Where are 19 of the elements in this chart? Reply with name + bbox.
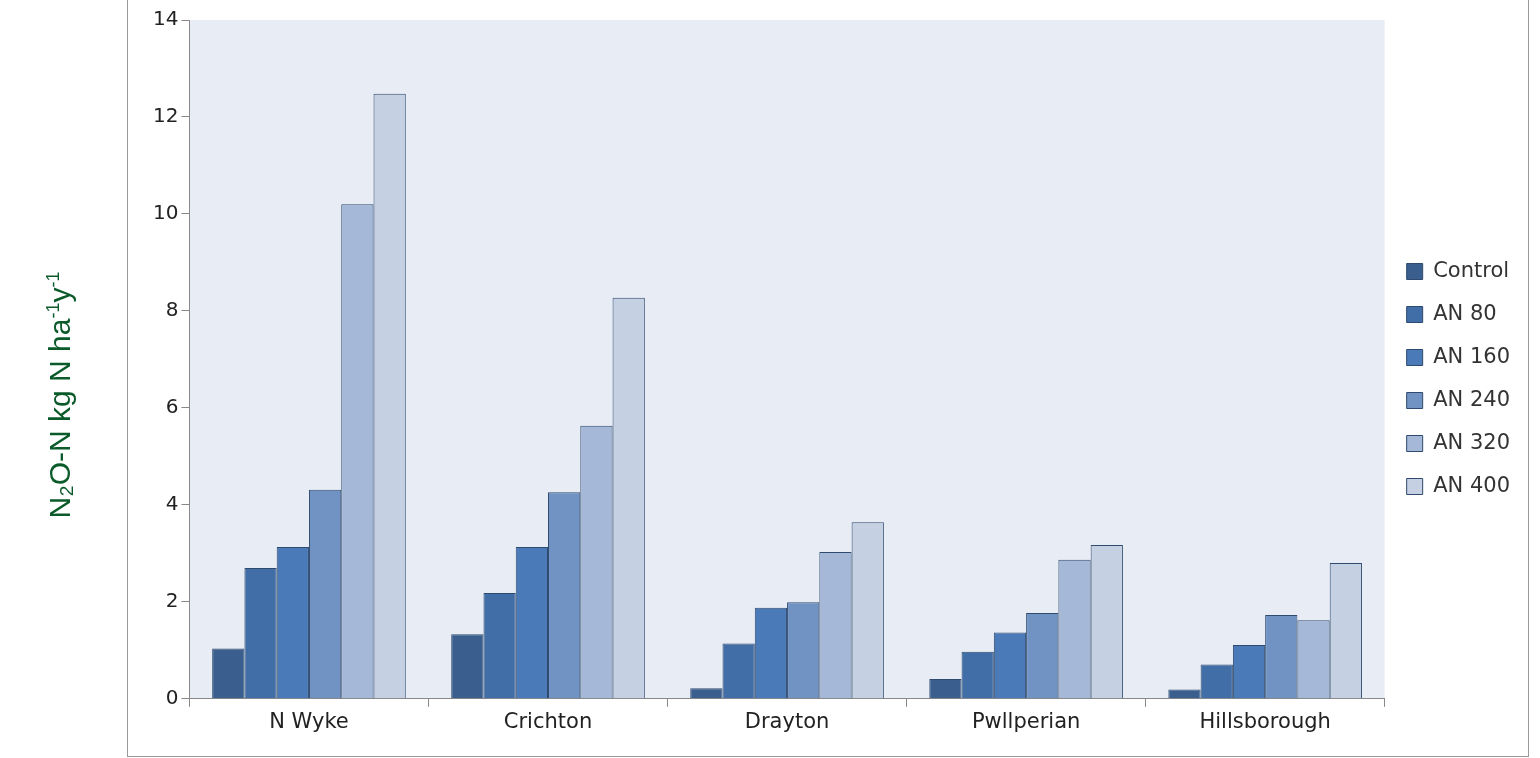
x-tick-label: Hillsborough (1199, 708, 1331, 733)
x-tick-label: Crichton (503, 708, 593, 733)
legend-label: AN 160 (1433, 343, 1511, 368)
y-tick-label: 0 (165, 685, 179, 709)
legend-label: AN 240 (1433, 386, 1511, 411)
y-tick-label: 12 (153, 103, 179, 128)
legend-label: AN 80 (1433, 300, 1497, 325)
y-tick-label: 4 (165, 491, 179, 516)
legend-label: AN 320 (1433, 429, 1511, 454)
y-tick-label: 8 (165, 297, 179, 322)
x-tick-label: N Wyke (269, 708, 349, 733)
y-tick-label: 10 (153, 200, 179, 225)
y-tick-label: 6 (165, 394, 179, 419)
legend-label: Control (1433, 257, 1510, 282)
y-tick-label: 14 (153, 6, 179, 31)
y-tick-label: 2 (165, 588, 179, 613)
x-tick-label: Drayton (744, 708, 830, 733)
x-tick-label: Pwllperian (971, 708, 1081, 733)
legend-label: AN 400 (1433, 472, 1511, 497)
